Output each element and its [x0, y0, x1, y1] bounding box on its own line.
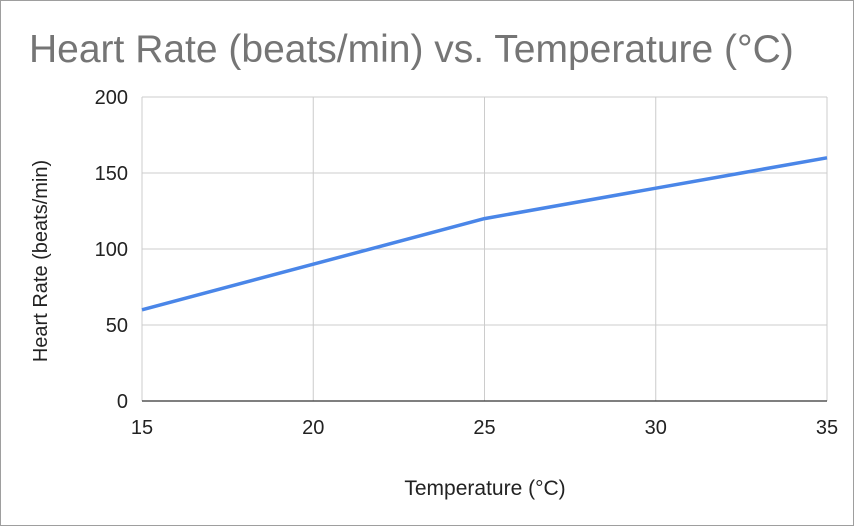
x-tick-label: 30 [645, 417, 667, 439]
y-tick-label: 100 [95, 239, 128, 261]
series-line [141, 156, 828, 312]
x-tick-label: 15 [131, 417, 153, 439]
x-tick-label: 20 [302, 417, 324, 439]
y-tick-label: 50 [106, 315, 128, 337]
chart-title: Heart Rate (beats/min) vs. Temperature (… [29, 28, 794, 71]
x-tick-label: 25 [473, 417, 495, 439]
x-axis-label: Temperature (°C) [404, 477, 565, 500]
y-axis-label: Heart Rate (beats/min) [30, 160, 52, 362]
y-tick-label: 150 [95, 163, 128, 185]
grid [141, 96, 828, 401]
x-tick-label: 35 [816, 417, 838, 439]
series [141, 156, 828, 312]
y-tick-label: 0 [117, 391, 128, 413]
y-tick-label: 200 [95, 87, 128, 109]
tick-labels: 0 50 100 150 200 15 20 25 30 35 [95, 87, 839, 439]
